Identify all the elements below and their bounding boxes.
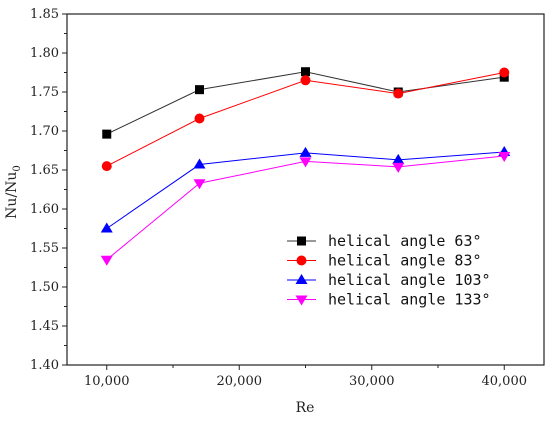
- series-layer: [100, 67, 511, 266]
- y-axis-title-subscript: 0: [12, 165, 23, 171]
- y-axis-title-main: Nu/Nu: [4, 172, 20, 219]
- data-point: [102, 129, 112, 139]
- legend-label: helical angle 63°: [328, 232, 482, 250]
- x-axis-title: Re: [296, 400, 315, 416]
- data-point: [392, 162, 405, 173]
- y-tick-label: 1.80: [30, 46, 59, 61]
- data-point: [195, 85, 204, 95]
- series-4: [100, 151, 511, 266]
- data-point: [393, 88, 404, 99]
- x-tick-label: 10,000: [84, 374, 130, 389]
- series-2: [101, 67, 510, 172]
- y-tick-label: 1.40: [30, 358, 59, 373]
- data-point: [392, 153, 405, 164]
- legend-label: helical angle 103°: [328, 271, 491, 289]
- data-point: [498, 151, 511, 162]
- legend-label: helical angle 83°: [328, 252, 482, 270]
- y-tick-label: 1.85: [30, 7, 59, 22]
- y-tick-label: 1.75: [30, 85, 59, 100]
- legend-label: helical angle 133°: [328, 291, 491, 309]
- data-point: [100, 222, 113, 233]
- legend-item: helical angle 103°: [287, 271, 491, 289]
- x-tick-label: 30,000: [349, 374, 395, 389]
- legend-marker: [295, 274, 308, 284]
- y-axis-title: Nu/Nu0: [4, 165, 23, 219]
- legend-marker: [297, 236, 306, 246]
- plot-frame: [66, 13, 545, 366]
- axes-layer: 1.40 1.45 1.50 1.55 1.60 1.65 1.70 1.75 1.80 1.85…: [30, 7, 545, 389]
- data-point: [193, 158, 206, 169]
- data-point: [299, 146, 312, 157]
- legend: helical angle 63°helical angle 83°helica…: [287, 232, 491, 309]
- y-tick-label: 1.65: [30, 163, 59, 178]
- legend-item: helical angle 63°: [287, 232, 482, 250]
- data-point: [194, 113, 205, 124]
- y-tick-label: 1.55: [30, 241, 59, 256]
- y-tick-label: 1.45: [30, 319, 59, 334]
- y-tick-label: 1.60: [30, 202, 59, 217]
- legend-marker: [295, 295, 308, 306]
- data-point: [193, 179, 206, 190]
- data-point: [101, 161, 112, 172]
- y-tick-label: 1.70: [30, 124, 59, 139]
- y-tick-label: 1.50: [30, 280, 59, 295]
- legend-item: helical angle 83°: [287, 252, 482, 270]
- data-point: [100, 255, 113, 266]
- x-tick-label: 40,000: [482, 374, 528, 389]
- legend-marker: [296, 255, 307, 266]
- data-point: [300, 75, 311, 86]
- x-tick-label: 20,000: [217, 374, 263, 389]
- data-point: [499, 67, 510, 78]
- series-3: [100, 146, 511, 233]
- data-point: [301, 67, 310, 77]
- data-point: [299, 157, 312, 168]
- legend-item: helical angle 133°: [287, 291, 491, 309]
